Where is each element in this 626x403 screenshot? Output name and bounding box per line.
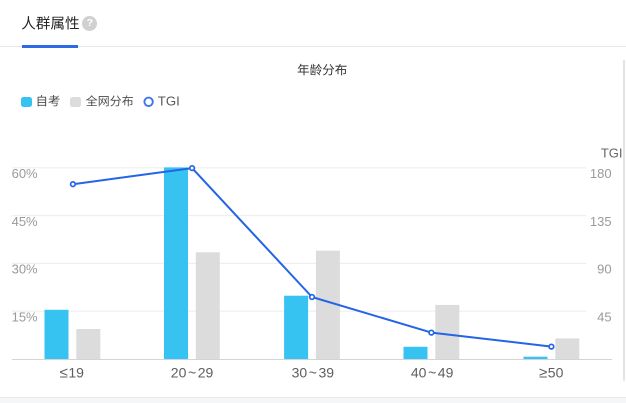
svg-text:90: 90: [597, 262, 611, 277]
svg-text:19: 19: [68, 364, 84, 380]
svg-text:~: ~: [188, 364, 196, 380]
svg-text:≤: ≤: [60, 364, 68, 381]
svg-text:45: 45: [597, 309, 611, 324]
svg-text:49: 49: [438, 364, 454, 380]
svg-text:TGI: TGI: [158, 93, 180, 108]
svg-text:~: ~: [428, 364, 436, 380]
svg-text:29: 29: [198, 364, 214, 380]
svg-text:30%: 30%: [12, 262, 38, 277]
svg-text:40: 40: [411, 364, 427, 380]
svg-text:50: 50: [548, 364, 564, 380]
svg-text:TGI: TGI: [601, 145, 623, 160]
svg-text:15%: 15%: [12, 309, 38, 324]
svg-text:135: 135: [590, 214, 612, 229]
svg-text:~: ~: [309, 364, 317, 380]
svg-text:30: 30: [292, 364, 308, 380]
svg-text:39: 39: [319, 364, 335, 380]
svg-text:≥: ≥: [539, 364, 547, 381]
svg-text:60%: 60%: [12, 166, 38, 181]
svg-text:180: 180: [590, 166, 612, 181]
svg-text:45%: 45%: [12, 214, 38, 229]
svg-text:20: 20: [171, 364, 187, 380]
